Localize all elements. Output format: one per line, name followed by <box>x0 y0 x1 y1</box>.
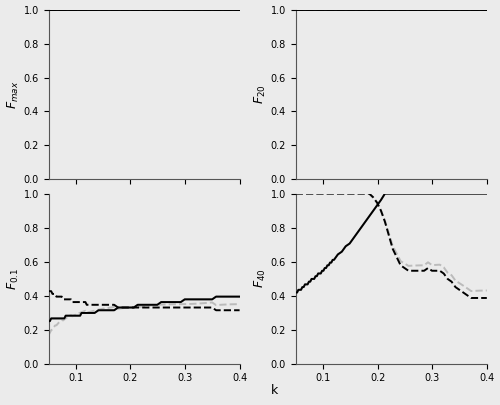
Y-axis label: $F_{0.1}$: $F_{0.1}$ <box>6 267 20 290</box>
Y-axis label: $F_{40}$: $F_{40}$ <box>253 269 268 288</box>
Y-axis label: $F_{20}$: $F_{20}$ <box>253 85 268 104</box>
Text: k: k <box>272 384 278 397</box>
Y-axis label: $F_{max}$: $F_{max}$ <box>6 80 20 109</box>
